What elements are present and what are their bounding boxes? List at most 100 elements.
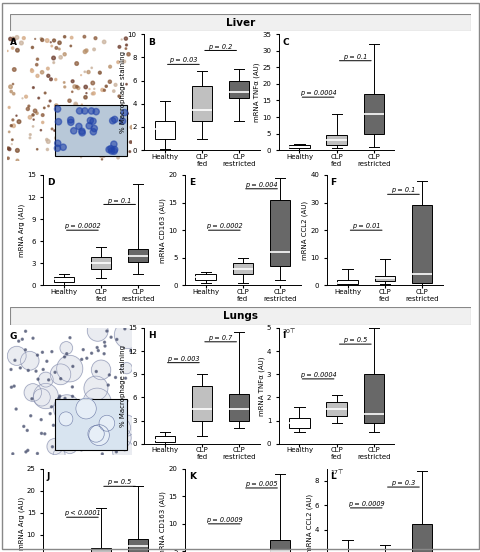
Circle shape <box>89 424 109 445</box>
PathPatch shape <box>411 205 432 283</box>
PathPatch shape <box>228 394 249 421</box>
Circle shape <box>102 40 106 44</box>
Circle shape <box>52 56 55 60</box>
Circle shape <box>84 95 87 99</box>
Circle shape <box>111 116 118 123</box>
Circle shape <box>125 48 126 49</box>
Circle shape <box>101 154 105 157</box>
Circle shape <box>112 90 115 92</box>
Circle shape <box>21 338 23 340</box>
Circle shape <box>83 107 84 109</box>
Circle shape <box>52 39 55 42</box>
Circle shape <box>72 395 73 397</box>
Circle shape <box>60 144 66 150</box>
Circle shape <box>116 419 118 421</box>
Circle shape <box>88 426 104 442</box>
Circle shape <box>51 351 53 353</box>
Circle shape <box>60 378 61 380</box>
Circle shape <box>63 82 65 83</box>
Circle shape <box>24 384 41 401</box>
Text: E: E <box>188 178 194 187</box>
Y-axis label: mRNA CD163 (AU): mRNA CD163 (AU) <box>160 198 166 263</box>
Circle shape <box>8 107 10 108</box>
Circle shape <box>72 365 74 368</box>
Circle shape <box>12 68 16 71</box>
Circle shape <box>28 105 30 107</box>
Circle shape <box>26 429 28 432</box>
Circle shape <box>12 453 14 455</box>
Circle shape <box>44 92 46 94</box>
PathPatch shape <box>154 121 175 139</box>
Circle shape <box>101 155 102 156</box>
Circle shape <box>24 349 26 351</box>
Circle shape <box>87 71 90 73</box>
Circle shape <box>91 139 95 142</box>
Text: p = 0.0009: p = 0.0009 <box>347 501 384 507</box>
Circle shape <box>49 78 52 81</box>
Circle shape <box>109 118 116 124</box>
Circle shape <box>71 386 73 388</box>
Circle shape <box>81 157 82 158</box>
Circle shape <box>77 87 80 89</box>
Circle shape <box>21 352 39 370</box>
Text: p = 0.1: p = 0.1 <box>343 54 367 60</box>
Circle shape <box>78 432 80 434</box>
Circle shape <box>12 38 15 41</box>
Text: p = 0.003: p = 0.003 <box>167 355 199 362</box>
Circle shape <box>123 449 125 450</box>
Circle shape <box>55 46 58 49</box>
Circle shape <box>70 45 72 47</box>
Circle shape <box>51 446 53 448</box>
Circle shape <box>73 85 76 88</box>
Y-axis label: mRNA CD163 (AU): mRNA CD163 (AU) <box>160 491 166 552</box>
PathPatch shape <box>269 200 290 266</box>
Circle shape <box>97 349 99 352</box>
Circle shape <box>85 128 88 131</box>
Text: p = 0.0004: p = 0.0004 <box>299 372 336 378</box>
Circle shape <box>59 431 60 433</box>
Circle shape <box>106 330 108 332</box>
Circle shape <box>53 449 65 461</box>
Circle shape <box>76 108 83 114</box>
Circle shape <box>73 142 76 145</box>
Circle shape <box>40 38 42 40</box>
Circle shape <box>30 70 34 72</box>
Circle shape <box>80 449 82 451</box>
Y-axis label: mRNA TNFα (AU): mRNA TNFα (AU) <box>258 356 264 416</box>
Circle shape <box>118 45 120 48</box>
Circle shape <box>29 134 31 136</box>
Text: I: I <box>282 331 285 341</box>
Circle shape <box>36 75 39 77</box>
Circle shape <box>93 108 99 115</box>
Text: p = 0.1: p = 0.1 <box>391 188 415 193</box>
Circle shape <box>96 347 98 348</box>
Circle shape <box>79 130 85 136</box>
Text: p = 0.2: p = 0.2 <box>208 44 232 50</box>
Circle shape <box>36 112 38 114</box>
Circle shape <box>24 330 26 332</box>
PathPatch shape <box>91 257 111 269</box>
Circle shape <box>114 83 117 86</box>
Circle shape <box>16 115 17 116</box>
Circle shape <box>65 153 66 155</box>
Circle shape <box>10 125 12 126</box>
Circle shape <box>54 371 56 373</box>
Circle shape <box>47 75 50 77</box>
Circle shape <box>36 453 38 454</box>
Y-axis label: mRNA Arg (AU): mRNA Arg (AU) <box>18 204 24 257</box>
Circle shape <box>84 85 87 89</box>
Circle shape <box>114 376 116 379</box>
Circle shape <box>88 445 90 447</box>
Circle shape <box>95 370 97 373</box>
Circle shape <box>108 80 111 83</box>
Circle shape <box>110 428 131 448</box>
Circle shape <box>70 108 72 109</box>
Circle shape <box>121 109 128 116</box>
Circle shape <box>49 413 51 415</box>
Circle shape <box>60 342 72 354</box>
Circle shape <box>121 363 132 374</box>
Circle shape <box>74 102 77 105</box>
Circle shape <box>68 99 71 102</box>
Circle shape <box>41 351 43 353</box>
Circle shape <box>76 123 82 130</box>
